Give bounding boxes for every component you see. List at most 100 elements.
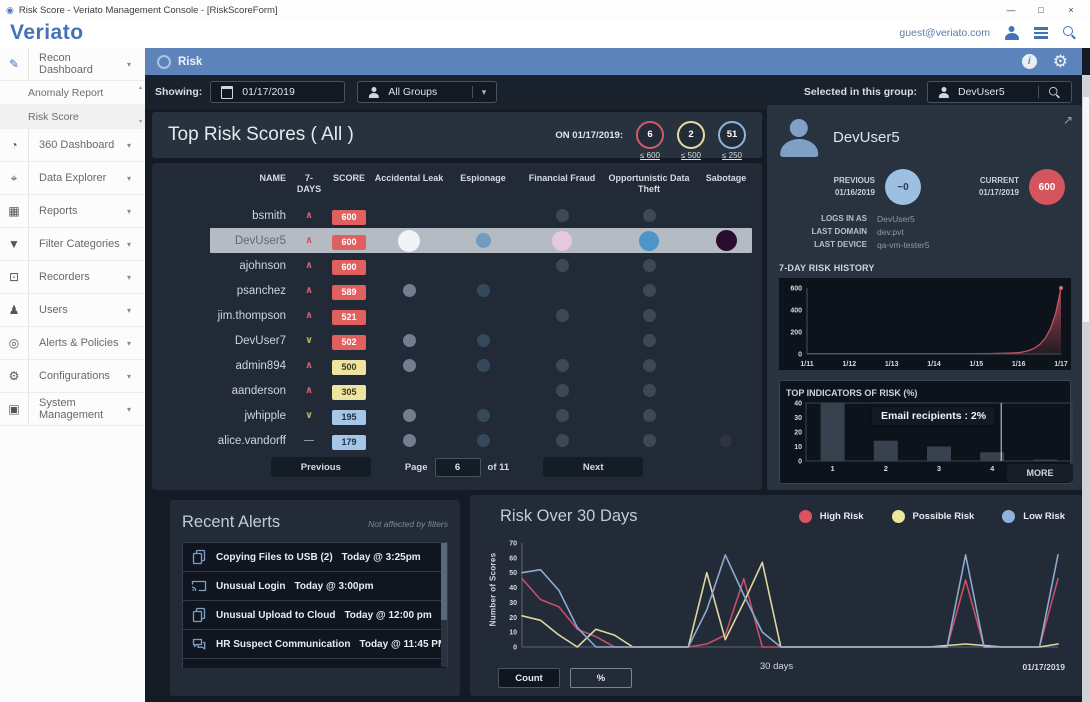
sidebar-item-filter-categories[interactable]: ▼ Filter Categories ▾ <box>0 228 145 261</box>
info-icon[interactable]: i <box>1021 54 1037 69</box>
table-row[interactable]: ajohnson ∧ 600 <box>152 253 762 278</box>
category-cell-odt <box>602 384 696 397</box>
percent-button[interactable]: % <box>570 668 632 688</box>
table-row[interactable]: psanchez ∧ 589 <box>152 278 762 303</box>
x-axis-end-date: 01/17/2019 <box>1022 662 1065 672</box>
svg-text:1/13: 1/13 <box>885 361 899 368</box>
menu-icon[interactable] <box>1033 27 1049 39</box>
sidebar-item-alerts-policies[interactable]: ◎ Alerts & Policies ▾ <box>0 327 145 360</box>
table-row[interactable]: aanderson ∧ 305 <box>152 378 762 403</box>
category-cell-odt <box>602 230 696 251</box>
score-badge: 195 <box>332 409 366 425</box>
group-dropdown[interactable]: All Groups ▾ <box>357 81 498 103</box>
table-row[interactable]: jim.thompson ∧ 521 <box>152 303 762 328</box>
sidebar-item-recorders[interactable]: ⊡ Recorders ▾ <box>0 261 145 294</box>
next-button[interactable]: Next <box>543 457 644 477</box>
calendar-icon <box>221 85 234 99</box>
sidebar-item-label: Filter Categories <box>39 238 120 250</box>
risk-dot <box>555 209 569 222</box>
sidebar-item-data-explorer[interactable]: ⌖ Data Explorer ▾ <box>0 162 145 195</box>
risk30-title: Risk Over 30 Days <box>500 507 638 525</box>
sidebar-item-label: System Management <box>39 397 104 421</box>
detail-value: dev.pvt <box>877 227 904 238</box>
summary-threshold: ≤ 500 <box>681 150 701 160</box>
gear-icon[interactable]: ⚙ <box>1052 52 1068 71</box>
tab-risk[interactable]: Risk <box>157 48 202 75</box>
sidebar-subitem-anomaly-report[interactable]: Anomaly Report ▴ <box>0 81 145 105</box>
svg-text:40: 40 <box>794 400 802 407</box>
search-icon[interactable] <box>1063 26 1076 39</box>
category-cell-odt <box>602 284 696 297</box>
category-cell-odt <box>602 334 696 347</box>
user-name-cell: bsmith <box>252 209 286 222</box>
risk-dot <box>476 359 490 372</box>
detail-value: DevUser5 <box>877 214 915 224</box>
page-input[interactable]: 6 <box>434 457 481 477</box>
alert-item[interactable]: Copying Files to USB (2) Today @ 3:25pm <box>182 542 448 572</box>
svg-text:1/12: 1/12 <box>843 361 857 368</box>
chart-tooltip: Email recipients : 2% <box>872 406 996 425</box>
scroll-up-icon[interactable]: ▴ <box>138 85 142 91</box>
scroll-down-icon[interactable]: ▾ <box>138 119 142 125</box>
system-management-icon: ▣ <box>0 393 29 425</box>
previous-button[interactable]: Previous <box>270 457 371 477</box>
sidebar-item-configurations[interactable]: ⚙ Configurations ▾ <box>0 360 145 393</box>
chevron-down-icon: ▾ <box>127 140 132 150</box>
alert-item[interactable]: Unusual Login Today @ 3:00pm <box>182 572 448 601</box>
table-row[interactable]: DevUser5 ∧ 600 <box>152 228 762 253</box>
chevron-down-icon: ▾ <box>127 404 132 414</box>
alert-item[interactable]: Unusual Upload to Cloud Today @ 12:00 pm <box>182 601 448 630</box>
user-search-icon[interactable] <box>1048 86 1060 97</box>
alert-item[interactable]: HR Suspect Communication Today @ 11:45 PM <box>182 630 448 659</box>
risk-dot <box>402 434 416 447</box>
expand-icon[interactable]: ↗ <box>1062 113 1073 127</box>
sidebar-item-users[interactable]: ♟ Users ▾ <box>0 294 145 327</box>
category-cell-ff <box>522 209 602 222</box>
user-account-icon[interactable] <box>1004 25 1019 40</box>
legend-item: High Risk <box>798 510 864 523</box>
selected-user-search[interactable]: DevUser5 <box>927 81 1072 103</box>
more-button[interactable]: MORE <box>1007 464 1073 482</box>
table-row[interactable]: alice.vandorff — 179 <box>152 428 762 453</box>
trend-down-icon: ∨ <box>304 335 314 346</box>
seven-day-history-title: 7-DAY RISK HISTORY <box>779 262 875 273</box>
minimize-button[interactable]: — <box>1006 5 1016 15</box>
category-cell-ff <box>522 409 602 422</box>
user-name-cell: psanchez <box>236 284 286 297</box>
table-row[interactable]: jwhipple ∨ 195 <box>152 403 762 428</box>
group-value: All Groups <box>388 86 438 98</box>
alert-item-partial[interactable] <box>182 659 448 668</box>
trend-up-icon: ∧ <box>304 360 314 371</box>
chevron-down-icon: ▾ <box>127 239 132 249</box>
alerts-scrollbar[interactable] <box>441 543 447 667</box>
trend-up-icon: ∧ <box>304 260 314 271</box>
sidebar-item-recon-dashboard[interactable]: ✎ Recon Dashboard ▾ <box>0 48 145 81</box>
category-cell-odt <box>602 409 696 422</box>
category-cell-al <box>374 229 444 252</box>
risk-dot <box>642 334 656 347</box>
user-details: LOGS IN AS DevUser5 LAST DOMAIN dev.pvt LAST… <box>779 213 1071 253</box>
column-header: NAME <box>259 173 287 183</box>
date-value: 01/17/2019 <box>242 86 295 98</box>
sidebar-subitem-risk-score[interactable]: Risk Score ▾ <box>0 105 145 129</box>
y-axis-label: Number of Scores <box>488 552 498 627</box>
count-button[interactable]: Count <box>498 668 560 688</box>
risk-dot <box>555 384 569 397</box>
table-row[interactable]: DevUser7 ∨ 502 <box>152 328 762 353</box>
reports-icon: ▦ <box>0 195 29 227</box>
sidebar-item-system-management[interactable]: ▣ System Management ▾ <box>0 393 145 426</box>
window-scrollbar[interactable] <box>1082 75 1090 702</box>
risk-tab-label: Risk <box>178 55 203 68</box>
table-row[interactable]: admin894 ∧ 500 <box>152 353 762 378</box>
risk-dot <box>639 230 659 251</box>
table-row[interactable]: bsmith ∧ 600 <box>152 203 762 228</box>
score-badge: 600 <box>332 259 366 275</box>
alerts-list: Copying Files to USB (2) Today @ 3:25pm Un… <box>182 542 448 668</box>
sidebar-item-reports[interactable]: ▦ Reports ▾ <box>0 195 145 228</box>
date-picker[interactable]: 01/17/2019 <box>210 81 346 103</box>
scrollbar-thumb[interactable] <box>1083 97 1089 322</box>
sidebar-item-dashboard-360[interactable]: ◔ 360 Dashboard ▾ <box>0 129 145 162</box>
maximize-button[interactable]: □ <box>1038 5 1044 15</box>
close-button[interactable]: × <box>1068 5 1074 15</box>
